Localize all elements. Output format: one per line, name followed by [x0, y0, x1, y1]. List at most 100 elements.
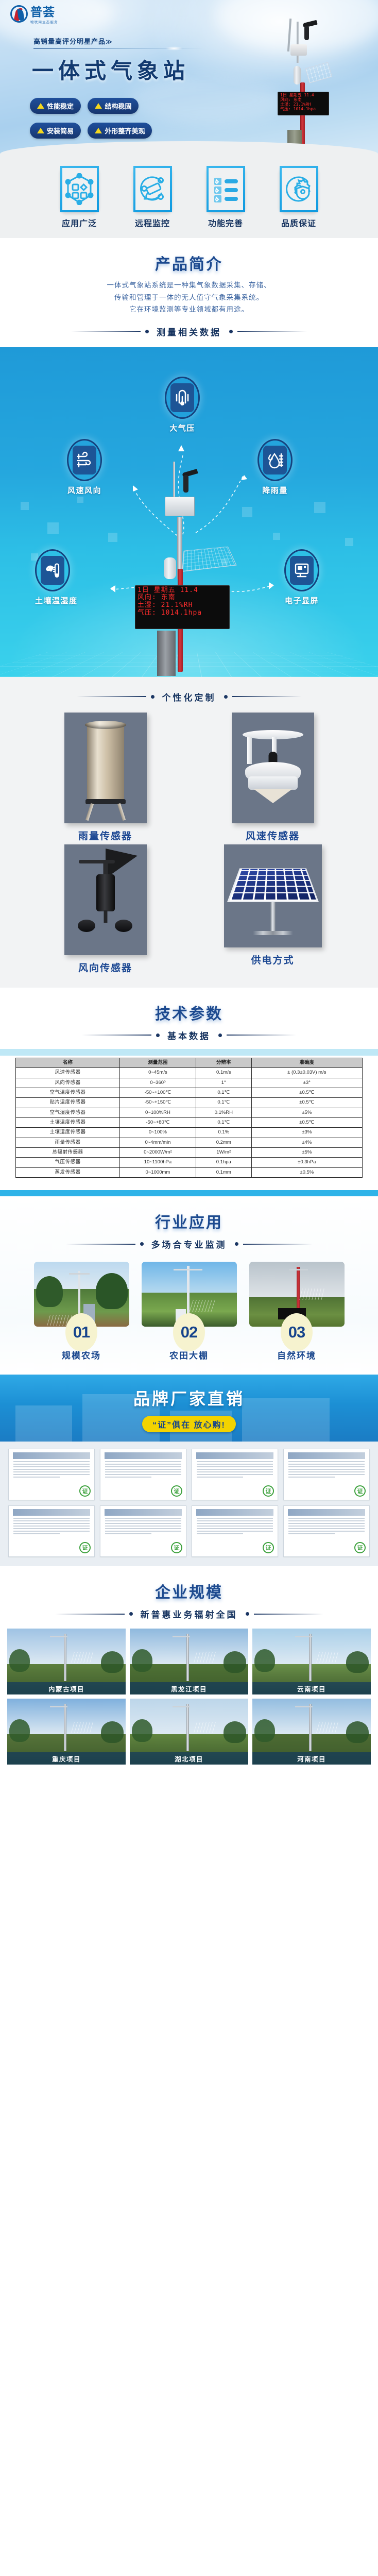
logo-mark-icon: [10, 5, 28, 23]
spec-table-cell: 0.1hpa: [195, 1157, 252, 1168]
brand-logo[interactable]: 普荟 物联网生态服务: [10, 5, 58, 24]
case-card-farm[interactable]: 01 规模农场: [33, 1262, 129, 1361]
product-card-rain-gauge[interactable]: 雨量传感器: [28, 712, 183, 842]
certificate-text-line: [13, 1471, 90, 1472]
spec-table-cell: -50~+100℃: [119, 1087, 196, 1098]
station-antenna: [173, 461, 175, 507]
spec-table-cell: 1W/m²: [195, 1147, 252, 1158]
spec-title: 技术参数: [155, 1005, 223, 1023]
case-gallery: 01 规模农场 02 农田大棚: [0, 1250, 378, 1361]
brand-banner-section: 品牌厂家直销 “证”俱在 放心购!: [0, 1375, 378, 1442]
project-card[interactable]: 河南项目: [252, 1699, 371, 1765]
product-card-wind-direction[interactable]: 风向传感器: [28, 844, 183, 974]
brand-banner-title: 品牌厂家直销: [133, 1389, 245, 1408]
certificate-thumbnail[interactable]: 证: [192, 1449, 278, 1500]
feature-label: 远程监控: [134, 219, 170, 228]
product-caption: 风向传感器: [78, 962, 132, 974]
product-card-wind-speed[interactable]: 风速传感器: [196, 712, 350, 842]
certificate-text-line: [288, 1528, 365, 1529]
spec-table-cell: 风速传感器: [15, 1067, 120, 1078]
spec-table-cell: 0.2mm: [195, 1137, 252, 1148]
spec-table-cell: 贴片温度传感器: [15, 1097, 120, 1108]
soil-thermometer-icon: [41, 555, 64, 585]
project-card[interactable]: 内蒙古项目: [7, 1629, 126, 1694]
project-card[interactable]: 云南项目: [252, 1629, 371, 1694]
enterprise-title: 企业规模: [155, 1584, 223, 1601]
certificate-seal-icon: 证: [263, 1542, 274, 1553]
certificate-seal-icon: 证: [354, 1485, 366, 1497]
project-card[interactable]: 重庆项目: [7, 1699, 126, 1765]
divider-dot: [229, 329, 233, 333]
led-line: 风向: 东南: [280, 97, 302, 102]
node-ring: [257, 438, 293, 481]
divider-dot: [224, 694, 228, 699]
customization-section: 个性化定制 雨量传感器: [0, 676, 378, 988]
spec-table-cell: 空气湿度传感器: [15, 1107, 120, 1118]
certificate-text-line: [197, 1477, 243, 1478]
feature-item-quality[interactable]: 品质保证: [270, 166, 328, 229]
led-display: 1日 星期五 11.4 风向: 东南 土湿: 21.1%RH 气压: 1014.…: [135, 585, 230, 629]
certificate-thumbnail[interactable]: 证: [192, 1505, 278, 1557]
certificate-thumbnail[interactable]: 证: [283, 1505, 370, 1557]
certificate-text-line: [105, 1520, 181, 1521]
sensor-housing: [165, 496, 195, 516]
certificate-seal-icon: 证: [171, 1542, 182, 1553]
station-mast: [177, 517, 182, 579]
station-pole: [300, 82, 305, 155]
industry-application-section: 行业应用 多场合专业监测: [0, 1196, 378, 1375]
project-card[interactable]: 黑龙江项目: [130, 1629, 248, 1694]
certificate-text-line: [105, 1528, 181, 1529]
measure-node-rainfall: 降雨量: [257, 438, 293, 496]
spec-table-cell: 0.1%: [195, 1127, 252, 1138]
product-photo: [64, 844, 147, 955]
spec-divider: 基本数据: [0, 1024, 378, 1042]
certificate-thumbnail[interactable]: 证: [100, 1449, 186, 1500]
certificate-thumbnail[interactable]: 证: [8, 1449, 95, 1500]
certificate-thumbnail[interactable]: 证: [8, 1505, 95, 1557]
divider-text: 新普惠业务辐射全国: [140, 1610, 238, 1620]
certificate-text-line: [288, 1474, 365, 1475]
certificate-header-bar: [196, 1509, 273, 1516]
node-ring: [284, 549, 319, 591]
certificate-text-line: [288, 1533, 335, 1534]
measure-node-pressure: 大气压: [165, 376, 200, 433]
feature-item-full-function[interactable]: 功能完善: [197, 166, 254, 229]
feature-item-application[interactable]: 应用广泛: [50, 166, 108, 229]
certificate-text-line: [13, 1466, 90, 1467]
certificate-text-line: [105, 1466, 181, 1467]
node-ring: [165, 376, 200, 419]
spec-table-cell: ±3°: [251, 1077, 363, 1088]
triangle-icon: [95, 103, 102, 109]
spec-table-cell: 10~1100hPa: [119, 1157, 196, 1168]
triangle-icon: [95, 128, 102, 133]
solar-panel: [182, 546, 237, 572]
product-card-power-supply[interactable]: 供电方式: [196, 844, 350, 974]
certificate-text-line: [13, 1533, 60, 1534]
certificate-text-line: [288, 1477, 335, 1478]
project-photo: [252, 1699, 371, 1765]
certificate-thumbnail[interactable]: 证: [100, 1505, 186, 1557]
certificate-text-line: [197, 1466, 273, 1467]
certificate-text-line: [105, 1523, 181, 1524]
spec-table-row: 雨量传感器 0~4mm/min 0.2mm ±4%: [15, 1137, 363, 1148]
led-line: 1日 星期五 11.4: [138, 586, 198, 594]
feature-item-remote-monitoring[interactable]: 远程监控: [124, 166, 181, 229]
certificate-seal-icon: 证: [171, 1485, 182, 1497]
case-card-greenhouse[interactable]: 02 农田大棚: [141, 1262, 237, 1361]
spec-table-cell: 气压传感器: [15, 1157, 120, 1168]
project-caption: 内蒙古项目: [7, 1682, 126, 1694]
spec-table-cell: 0~4mm/min: [119, 1137, 196, 1148]
certificate-text-line: [288, 1531, 365, 1532]
hero-divider-line: [33, 46, 203, 50]
divider-line-right: [227, 1035, 296, 1036]
certificate-text-line: [105, 1531, 181, 1532]
certificate-text-line: [197, 1518, 273, 1519]
spec-table-cell: 土壤温度传感器: [15, 1117, 120, 1128]
cloud-decoration: [129, 77, 283, 124]
certificate-text-line: [288, 1518, 365, 1519]
certificate-thumbnail[interactable]: 证: [283, 1449, 370, 1500]
case-card-natural-env[interactable]: 03 自然环境: [249, 1262, 345, 1361]
spec-table-cell: ±0.3hPa: [251, 1157, 363, 1168]
spec-table-row: 风速传感器 0~45m/s 0.1m/s ± (0.3±0.03V) m/s: [15, 1067, 363, 1078]
project-card[interactable]: 湖北项目: [130, 1699, 248, 1765]
